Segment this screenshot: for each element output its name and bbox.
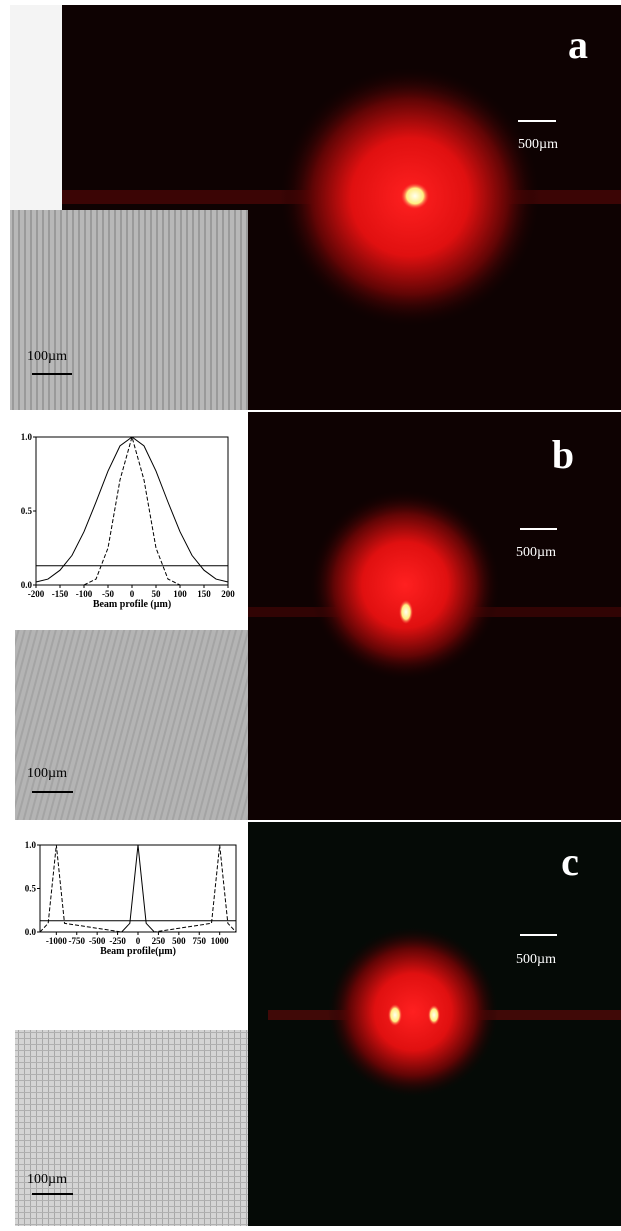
y-tick-label: 0.5: [25, 884, 37, 894]
y-tick-label: 0.0: [21, 580, 33, 590]
micrograph: [15, 630, 248, 820]
micrograph: [10, 210, 248, 410]
scale-text: 500µm: [516, 952, 556, 967]
panel-c: c 500µm 100µm: [15, 822, 621, 1226]
y-tick-label: 0.0: [25, 927, 37, 937]
x-tick-label: -100: [76, 589, 93, 599]
panel-label: a: [568, 22, 588, 67]
spot: [388, 1004, 402, 1026]
scale-text: 500µm: [518, 137, 558, 152]
profile-line: [39, 844, 237, 933]
x-axis-label: Beam profile(µm): [100, 946, 176, 957]
profile-line: [36, 435, 228, 586]
chart-background: [8, 429, 240, 615]
glow: [310, 490, 500, 680]
scale-text: 100µm: [27, 766, 67, 781]
x-tick-label: 200: [221, 589, 235, 599]
scale-text: 100µm: [27, 349, 67, 364]
y-tick-label: 0.5: [21, 506, 33, 516]
spot: [428, 1005, 440, 1025]
x-tick-label: -500: [89, 936, 106, 946]
x-tick-label: -150: [52, 589, 69, 599]
glow: [328, 927, 498, 1097]
x-tick-label: -250: [109, 936, 126, 946]
y-tick-label: 1.0: [21, 432, 33, 442]
x-tick-label: 0: [136, 936, 141, 946]
panel-label: c: [561, 839, 579, 884]
x-tick-label: 500: [172, 936, 186, 946]
y-tick-label: 1.0: [25, 840, 37, 850]
x-tick-label: 50: [152, 589, 162, 599]
scale-text: 500µm: [516, 545, 556, 560]
profile-line: [35, 436, 229, 583]
x-tick-label: 150: [197, 589, 211, 599]
x-tick-label: -1000: [46, 936, 67, 946]
x-tick-label: 250: [152, 936, 166, 946]
spot: [401, 183, 429, 209]
x-tick-label: 750: [193, 936, 207, 946]
x-tick-label: 1000: [211, 936, 230, 946]
x-tick-label: 100: [173, 589, 187, 599]
x-tick-label: 0: [130, 589, 135, 599]
blank: [10, 5, 62, 210]
x-tick-label: -50: [102, 589, 114, 599]
panel-label: b: [552, 432, 574, 477]
scale-text: 100µm: [27, 1172, 67, 1187]
panel-a: a 500µm 100µm: [10, 5, 621, 410]
x-axis-label: Beam profile (µm): [93, 599, 171, 610]
spot: [399, 600, 413, 624]
x-tick-label: -200: [28, 589, 45, 599]
profile-line: [40, 844, 236, 933]
panel-b: b 500µm 100µm: [15, 412, 621, 820]
chart-background: [12, 837, 248, 962]
x-tick-label: -750: [69, 936, 86, 946]
micrograph: [15, 1030, 248, 1226]
